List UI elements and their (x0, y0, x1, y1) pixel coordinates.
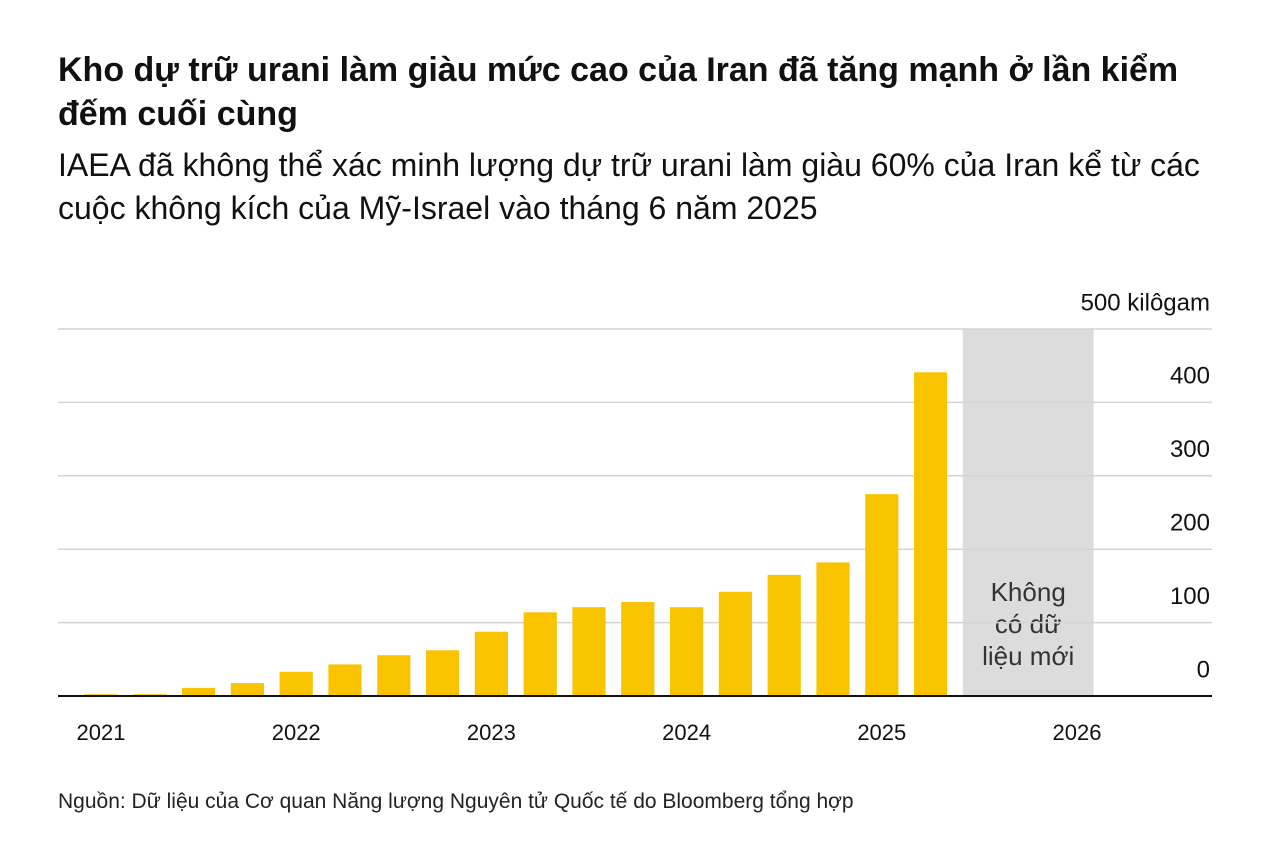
source-note: Nguồn: Dữ liệu của Cơ quan Năng lượng Ng… (58, 790, 854, 813)
bar (670, 607, 704, 696)
bar (279, 671, 313, 696)
x-tick-label: 2022 (272, 720, 321, 745)
bar (377, 655, 411, 696)
y-tick-label: 200 (1170, 510, 1210, 537)
bar (572, 607, 606, 696)
bar (182, 687, 216, 696)
bar (914, 372, 948, 696)
bar (328, 664, 362, 696)
bar (718, 591, 752, 696)
y-tick-label: 0 (1197, 656, 1210, 683)
bar (621, 602, 655, 696)
y-tick-label: 300 (1170, 436, 1210, 463)
x-tick-label: 2023 (467, 720, 516, 745)
y-tick-label: 500 kilôgam (1081, 289, 1210, 316)
bar (865, 494, 899, 696)
bar (767, 574, 801, 696)
chart-title: Kho dự trữ urani làm giàu mức cao của Ir… (58, 51, 1179, 133)
x-tick-label: 2026 (1053, 720, 1102, 745)
annotation: có dữ (995, 609, 1062, 639)
bar (474, 631, 508, 696)
x-tick-label: 2025 (857, 720, 906, 745)
annotation: Không (991, 577, 1066, 607)
bar (523, 612, 557, 696)
bar (426, 650, 460, 696)
no-data-region (962, 329, 1094, 696)
y-tick-label: 100 (1170, 583, 1210, 610)
bar (816, 562, 850, 696)
y-tick-label: 400 (1170, 363, 1210, 390)
x-tick-label: 2024 (662, 720, 711, 745)
x-tick-label: 2021 (77, 720, 126, 745)
annotation: liệu mới (982, 641, 1074, 671)
chart-subtitle: IAEA đã không thể xác minh lượng dự trữ … (58, 147, 1200, 226)
bar (230, 683, 264, 696)
